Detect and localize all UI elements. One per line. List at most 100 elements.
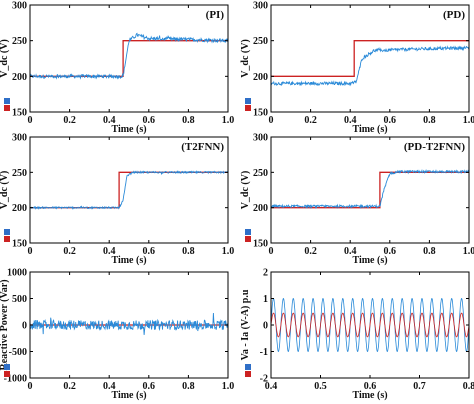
x-tick-label: 0 — [28, 115, 33, 126]
legend-swatch-1 — [4, 98, 10, 104]
y-tick-label: 300 — [12, 1, 27, 12]
plot-area — [271, 297, 469, 353]
legend-swatch-2 — [4, 371, 10, 377]
x-tick-label: 0.8 — [182, 115, 195, 126]
x-tick-label: 0.8 — [463, 381, 474, 392]
plot-area — [271, 40, 469, 87]
y-axis-label: V_dc (V) — [0, 171, 10, 210]
series-line-2 — [271, 312, 469, 338]
plot-area — [30, 32, 228, 80]
panel-title: (PD) — [443, 9, 465, 21]
x-axis-label: Time (s) — [352, 390, 387, 401]
series-line-2 — [271, 168, 469, 210]
y-tick-label: -1000 — [4, 374, 27, 385]
panel-title: (PD-T2FNN) — [404, 141, 465, 153]
y-tick-label: 150 — [253, 239, 268, 250]
axes-frame — [29, 136, 229, 244]
axes-frame — [270, 136, 470, 244]
x-tick-label: 0.2 — [63, 115, 76, 126]
y-axis-label: V_dc (V) — [0, 39, 10, 78]
x-tick-label: 0 — [269, 246, 274, 257]
x-tick-label: 0.5 — [314, 381, 327, 392]
y-tick-label: 300 — [12, 133, 27, 144]
y-tick-label: 0 — [263, 321, 268, 332]
legend-swatch-1 — [245, 364, 251, 370]
x-tick-label: 0.6 — [143, 115, 156, 126]
panel-2: 0 0.2 0.4 0.6 0.8 1.0 150 200 250 300 Time (s) V_dc… — [240, 1, 474, 136]
x-tick-label: 1.0 — [463, 246, 474, 257]
x-axis-label: Time (s) — [111, 390, 146, 401]
panel-title: (T2FNN) — [181, 141, 224, 153]
x-tick-label: 0 — [28, 246, 33, 257]
y-tick-label: 300 — [253, 133, 268, 144]
legend-swatch-2 — [245, 105, 251, 111]
x-axis-label: Time (s) — [111, 124, 146, 135]
x-tick-label: 0.7 — [413, 381, 426, 392]
x-tick-label: 0.8 — [182, 381, 195, 392]
y-tick-label: 1 — [263, 294, 268, 305]
y-axis-label: V_dc (V) — [240, 171, 251, 210]
y-tick-label: 250 — [12, 36, 27, 47]
legend-swatch-2 — [4, 105, 10, 111]
plot-area — [271, 168, 469, 210]
y-axis-label: V_dc (V) — [240, 39, 251, 78]
y-tick-label: 1000 — [7, 268, 27, 279]
x-tick-label: 1.0 — [463, 115, 474, 126]
y-tick-label: 200 — [253, 203, 268, 214]
x-tick-label: 1.0 — [222, 246, 235, 257]
x-axis-label: Time (s) — [352, 124, 387, 135]
panel-1: 0 0.2 0.4 0.6 0.8 1.0 150 200 250 300 Time (s) V_dc… — [0, 1, 234, 136]
x-tick-label: 0 — [28, 381, 33, 392]
panel-title: (PI) — [206, 9, 225, 21]
x-tick-label: 1.0 — [222, 115, 235, 126]
y-tick-label: 150 — [12, 108, 27, 119]
y-tick-label: -2 — [260, 374, 268, 385]
x-tick-label: 0.4 — [103, 115, 116, 126]
y-tick-label: 150 — [253, 108, 268, 119]
y-tick-label: 250 — [12, 168, 27, 179]
series-line-1 — [271, 171, 469, 209]
x-tick-label: 0.6 — [364, 381, 377, 392]
series-line-1 — [30, 40, 228, 77]
y-tick-label: 300 — [253, 1, 268, 12]
x-tick-label: 0.8 — [423, 115, 436, 126]
y-tick-label: 500 — [12, 294, 27, 305]
x-tick-label: 0.8 — [423, 246, 436, 257]
panel-5: 0 0.2 0.4 0.6 0.8 1.0 -1000 -500 0 500 1000 Time (s… — [0, 268, 234, 402]
x-tick-label: 0.6 — [143, 246, 156, 257]
plot-area — [30, 170, 228, 210]
legend-swatch-1 — [4, 229, 10, 235]
y-tick-label: 250 — [253, 36, 268, 47]
x-tick-label: 0.2 — [304, 115, 317, 126]
series-line-2 — [30, 312, 228, 335]
x-tick-label: 0.2 — [63, 381, 76, 392]
x-tick-label: 0.4 — [103, 381, 116, 392]
y-tick-label: 250 — [253, 168, 268, 179]
x-tick-label: 0.4 — [265, 381, 278, 392]
axes-frame — [270, 4, 470, 113]
legend-swatch-2 — [245, 371, 251, 377]
panel-4: 0 0.2 0.4 0.6 0.8 1.0 150 200 250 300 Time (s) V_dc… — [240, 133, 474, 267]
legend-swatch-2 — [4, 236, 10, 242]
plot-area — [30, 312, 228, 335]
x-axis-label: Time (s) — [352, 255, 387, 266]
y-tick-label: 200 — [12, 203, 27, 214]
x-tick-label: 0.4 — [344, 115, 357, 126]
x-tick-label: 0.4 — [344, 246, 357, 257]
x-tick-label: 0.4 — [103, 246, 116, 257]
legend-swatch-1 — [4, 364, 10, 370]
y-axis-label: Reactive Power (Var) — [0, 279, 10, 370]
y-tick-label: 0 — [22, 321, 27, 332]
series-line-2 — [271, 45, 469, 87]
series-line-2 — [30, 32, 228, 80]
y-tick-label: -1 — [260, 347, 268, 358]
y-tick-label: 200 — [12, 72, 27, 83]
x-tick-label: 0.6 — [384, 246, 397, 257]
y-tick-label: 150 — [12, 239, 27, 250]
x-tick-label: 1.0 — [222, 381, 235, 392]
legend-swatch-1 — [245, 98, 251, 104]
x-tick-label: 0.6 — [143, 381, 156, 392]
legend-swatch-2 — [245, 236, 251, 242]
x-tick-label: 0.2 — [63, 246, 76, 257]
